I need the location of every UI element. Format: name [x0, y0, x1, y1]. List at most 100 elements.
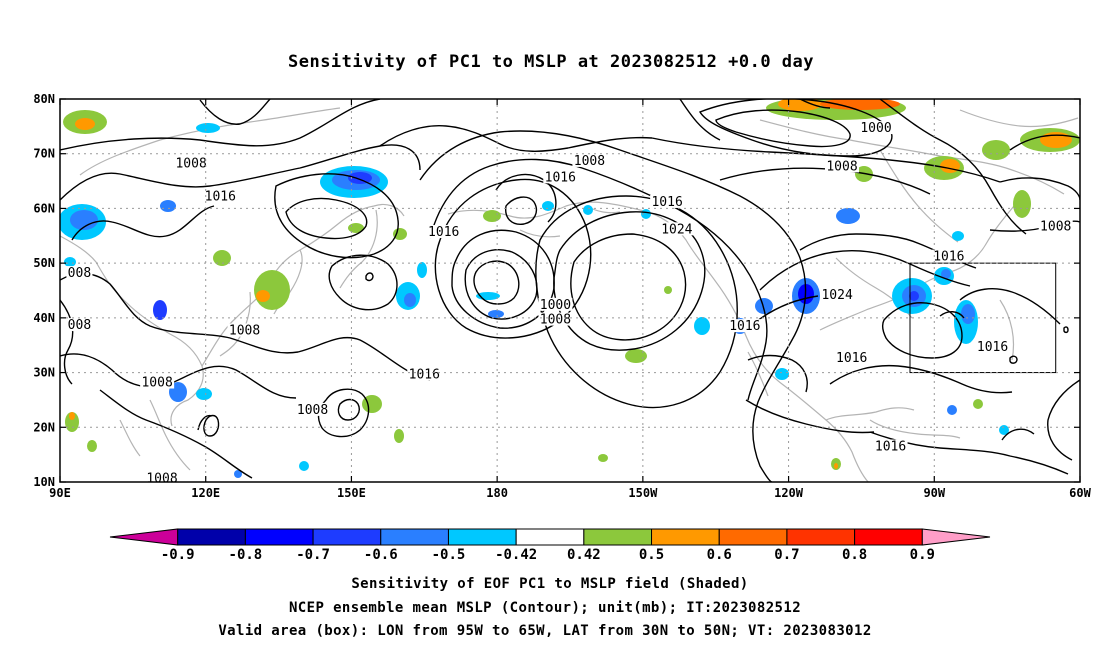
colorbar-swatch [854, 528, 923, 546]
contour-label: 1016 [977, 340, 1008, 355]
colorbar-end-triangle [109, 528, 179, 546]
lon-tick-label: 120E [191, 486, 220, 500]
contour-label: 1024 [821, 288, 852, 303]
colorbar-level-label: -0.9 [161, 547, 195, 563]
valid-area-box [909, 262, 1057, 374]
contour-label-background [538, 297, 573, 311]
colorbar-level-label: -0.6 [364, 547, 398, 563]
contour-label-background [820, 287, 855, 301]
lat-tick-label: 50N [33, 256, 55, 270]
lat-tick-label: 30N [33, 366, 55, 380]
colorbar-swatch [312, 528, 382, 546]
contour-label-background [174, 156, 209, 170]
contour-label: 008 [68, 318, 91, 333]
colorbar-end-triangle [921, 528, 991, 546]
positive-sensitivity-area [973, 399, 983, 409]
map-gridlines [60, 99, 1080, 482]
positive-sensitivity-area [1013, 190, 1031, 218]
contour-label: 1000 [860, 121, 891, 136]
contour-label-background [538, 312, 573, 326]
positive-sensitivity-area [664, 286, 672, 294]
negative-sensitivity-area [417, 262, 427, 278]
lat-tick-label: 10N [33, 475, 55, 489]
colorbar-level-label: -0.42 [495, 547, 537, 563]
contour-label-background [659, 222, 694, 236]
positive-sensitivity-area [348, 223, 364, 233]
contour-label-background [203, 189, 238, 203]
lat-tick-label: 20N [33, 420, 55, 434]
negative-sensitivity-area [488, 310, 504, 318]
colorbar-swatch [380, 528, 449, 546]
positive-sensitivity-area [625, 349, 647, 363]
positive-sensitivity-area [483, 210, 501, 222]
positive-sensitivity-area [982, 140, 1010, 160]
lat-tick-label: 70N [33, 147, 55, 161]
positive-sensitivity-area [394, 429, 404, 443]
contour-label-background [227, 323, 262, 337]
positive-sensitivity-area [69, 412, 75, 420]
positive-sensitivity-area [834, 463, 838, 469]
negative-sensitivity-area [952, 231, 964, 241]
positive-sensitivity-area [820, 99, 900, 110]
contour-label-background [66, 266, 93, 280]
contour-label-background [145, 471, 179, 482]
negative-sensitivity-area [947, 405, 957, 415]
lon-tick-label: 90E [49, 486, 71, 500]
positive-sensitivity-area [87, 440, 97, 452]
map-frame [59, 98, 1081, 483]
colorbar-level-label: 0.6 [707, 547, 732, 563]
colorbar-swatch [447, 528, 517, 546]
contour-label-background [407, 367, 442, 381]
figure-captions: Sensitivity of EOF PC1 to MSLP field (Sh… [218, 576, 871, 639]
positive-sensitivity-area [1040, 132, 1072, 148]
contour-label: 1008 [297, 403, 328, 418]
positive-sensitivity-area [256, 290, 270, 302]
contour-label: 1016 [428, 225, 459, 240]
colorbar-swatch [244, 528, 314, 546]
colorbar-swatch [583, 528, 653, 546]
colorbar-swatch [177, 528, 246, 546]
contour-label-background [727, 319, 762, 333]
lat-tick-label: 80N [33, 92, 55, 106]
contour-label-background [975, 339, 1010, 353]
colorbar-level-label: 0.42 [567, 547, 601, 563]
lat-tick-label: 60N [33, 201, 55, 215]
negative-sensitivity-area [64, 257, 76, 267]
negative-sensitivity-area [542, 201, 554, 211]
negative-sensitivity-area [999, 425, 1009, 435]
positive-sensitivity-area [75, 118, 95, 130]
colorbar-level-label: 0.8 [842, 547, 867, 563]
negative-sensitivity-area [961, 304, 975, 324]
contour-label-background [572, 153, 607, 167]
contour-label: 1008 [175, 157, 206, 172]
lon-tick-label: 180 [486, 486, 508, 500]
contour-label-background [543, 170, 578, 184]
negative-sensitivity-area [941, 269, 951, 279]
contour-label: 1016 [729, 319, 760, 334]
colorbar-level-label: -0.5 [432, 547, 466, 563]
negative-sensitivity-area [775, 368, 789, 380]
contour-label: 1016 [545, 170, 576, 185]
lon-tick-label: 60W [1069, 486, 1091, 500]
negative-sensitivity-area [836, 208, 860, 224]
contour-label-background [931, 249, 966, 263]
positive-sensitivity-area [393, 228, 407, 240]
negative-sensitivity-area [153, 300, 167, 320]
caption-line-1: Sensitivity of EOF PC1 to MSLP field (Sh… [351, 576, 748, 592]
contour-label-background [650, 194, 685, 208]
negative-sensitivity-area [196, 123, 220, 133]
negative-sensitivity-area [196, 388, 212, 400]
lon-tick-label: 150W [628, 486, 658, 500]
contour-label: 1016 [651, 195, 682, 210]
colorbar-level-label: 0.9 [910, 547, 935, 563]
colorbar-swatch [786, 528, 856, 546]
colorbar-level-label: 0.5 [639, 547, 664, 563]
negative-sensitivity-area [694, 317, 710, 335]
negative-sensitivity-area [755, 298, 773, 314]
contour-label: 1000 [540, 298, 571, 313]
negative-sensitivity-area [70, 210, 98, 230]
contour-label-background [140, 375, 175, 389]
map-axis-ticks: 90E 120E 150E 180 150W 120W 90W 60W 80N 70N 60N 50N… [33, 92, 1091, 500]
